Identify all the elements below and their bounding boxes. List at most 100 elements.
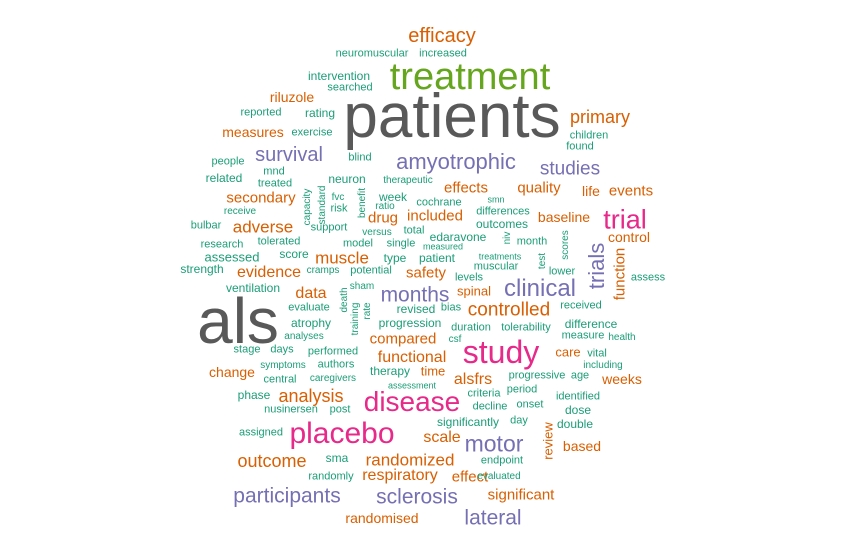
cloud-word: functional	[377, 349, 447, 366]
cloud-word: benefit	[357, 187, 368, 219]
cloud-word: sclerosis	[376, 485, 458, 509]
cloud-word: found	[566, 140, 594, 153]
cloud-word: versus	[362, 227, 392, 238]
cloud-word: potential	[350, 264, 392, 277]
cloud-word: trial	[603, 204, 647, 235]
cloud-word: criteria	[467, 387, 501, 400]
cloud-word: participants	[233, 484, 341, 508]
cloud-word: progression	[378, 316, 442, 330]
cloud-word: muscular	[473, 260, 519, 273]
cloud-word: tolerated	[257, 235, 301, 248]
cloud-word: decline	[472, 400, 508, 413]
cloud-word: measures	[222, 124, 284, 140]
cloud-word: related	[205, 171, 243, 185]
cloud-word: vital	[587, 347, 607, 360]
cloud-word: analysis	[278, 386, 344, 406]
cloud-word: lateral	[464, 506, 522, 530]
cloud-word: patients	[343, 82, 561, 151]
cloud-word: research	[200, 238, 244, 251]
cloud-word: treatments	[478, 251, 522, 262]
cloud-word: weeks	[602, 371, 642, 387]
cloud-word: randomly	[308, 470, 354, 483]
cloud-word: analyses	[284, 331, 324, 342]
cloud-word: strength	[180, 262, 224, 276]
cloud-word: differences	[476, 205, 530, 218]
cloud-word: revised	[396, 302, 436, 316]
cloud-word: data	[295, 285, 327, 302]
cloud-word: scores	[560, 230, 571, 260]
cloud-word: endpoint	[480, 454, 524, 467]
cloud-word: randomised	[345, 510, 419, 526]
cloud-word: study	[462, 334, 540, 370]
cloud-word: motor	[464, 430, 524, 457]
cloud-word: increased	[419, 47, 467, 60]
cloud-word: period	[506, 383, 538, 396]
cloud-word: post	[329, 403, 351, 416]
cloud-word: baseline	[537, 209, 591, 225]
cloud-word: als	[197, 285, 279, 357]
cloud-word: performed	[307, 345, 359, 358]
cloud-word: controlled	[467, 299, 551, 321]
cloud-word: caregivers	[309, 373, 357, 384]
cloud-word: assess	[630, 271, 666, 284]
cloud-word: control	[607, 229, 651, 245]
cloud-word: months	[380, 283, 450, 307]
cloud-word: significantly	[436, 415, 500, 429]
cloud-word: onset	[516, 398, 544, 411]
cloud-word: total	[403, 224, 425, 237]
cloud-word: events	[608, 182, 654, 200]
cloud-word: evaluated	[477, 471, 521, 482]
cloud-word: adverse	[232, 217, 294, 237]
cloud-word: treated	[257, 177, 293, 190]
cloud-word: function	[611, 247, 629, 301]
cloud-word: week	[378, 190, 408, 204]
cloud-word: placebo	[289, 417, 395, 450]
cloud-word: model	[343, 237, 373, 250]
cloud-word: based	[562, 438, 602, 454]
cloud-word: bias	[440, 301, 462, 314]
cloud-word: effect	[451, 468, 489, 486]
cloud-word: rating	[304, 106, 336, 120]
cloud-word: care	[555, 344, 581, 360]
cloud-word: tolerability	[501, 321, 551, 334]
cloud-word: significant	[487, 486, 555, 504]
cloud-word: evaluate	[288, 301, 330, 314]
cloud-word: children	[569, 129, 609, 142]
cloud-word: included	[407, 207, 463, 225]
cloud-word: clinical	[503, 275, 577, 302]
cloud-word: identified	[555, 390, 601, 403]
cloud-word: niv	[502, 231, 513, 245]
cloud-word: primary	[569, 107, 631, 127]
cloud-word: reported	[240, 106, 282, 119]
cloud-word: patient	[418, 251, 456, 265]
cloud-word: sma	[325, 451, 349, 465]
cloud-word: phase	[237, 388, 271, 402]
cloud-word: therapy	[369, 364, 411, 378]
cloud-word: disease	[363, 386, 461, 417]
cloud-word: assigned	[238, 426, 284, 439]
cloud-word: review	[540, 422, 556, 460]
cloud-word: cramps	[306, 265, 340, 276]
cloud-word: smn	[487, 194, 505, 205]
cloud-word: double	[556, 417, 594, 431]
cloud-word: riluzole	[269, 89, 315, 105]
cloud-word: received	[560, 299, 602, 312]
cloud-word: type	[383, 251, 407, 265]
cloud-word: therapeutic	[383, 175, 433, 186]
cloud-word: randomized	[365, 450, 455, 470]
cloud-word: month	[516, 235, 548, 248]
cloud-word: progressive	[508, 369, 566, 382]
cloud-word: alsfrs	[453, 371, 493, 388]
cloud-word: assessment	[387, 380, 437, 391]
cloud-word: survival	[255, 144, 323, 166]
cloud-word: atrophy	[290, 316, 332, 330]
cloud-word: standard	[317, 185, 328, 225]
cloud-word: ventilation	[225, 281, 281, 295]
cloud-word: mnd	[263, 165, 285, 178]
cloud-word: sham	[349, 281, 375, 292]
cloud-word: symptoms	[260, 360, 306, 371]
cloud-word: levels	[454, 271, 484, 284]
cloud-word: duration	[451, 321, 491, 334]
cloud-word: scale	[423, 429, 461, 446]
